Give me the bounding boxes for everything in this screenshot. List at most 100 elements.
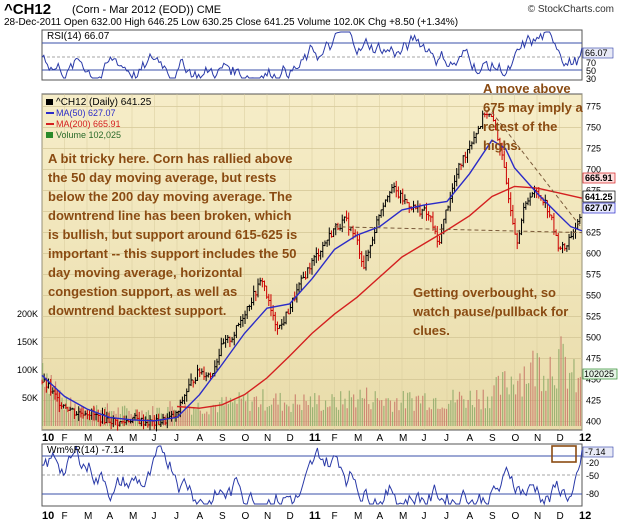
volume-bar: [355, 407, 357, 426]
volume-bar: [83, 413, 85, 426]
price-badges: 665.91 641.25 627.07 102025: [582, 172, 618, 380]
volume-bar: [538, 357, 540, 426]
volume-bar: [106, 403, 108, 426]
volume-bar: [458, 391, 461, 426]
volume-bar: [577, 377, 579, 426]
volume-bar: [234, 400, 236, 426]
volume-bar: [253, 396, 255, 426]
volume-bar: [506, 387, 508, 426]
volume-bar: [350, 397, 353, 426]
volume-bar: [175, 413, 178, 426]
x-axis-label: F: [332, 511, 338, 522]
x-axis-label: J: [174, 433, 179, 444]
x-axis-label: D: [557, 511, 564, 522]
volume-bar: [469, 390, 471, 426]
volume-bar: [536, 353, 538, 426]
volume-bar: [448, 403, 450, 426]
volume-bar: [560, 336, 562, 426]
ma200-badge: 665.91: [585, 173, 613, 183]
volume-bar: [221, 397, 223, 426]
volume-bar: [368, 404, 370, 426]
volume-bar: [288, 406, 290, 426]
volume-bar: [52, 391, 54, 426]
volume-bar: [543, 375, 545, 426]
x-axis-label: 10: [42, 510, 54, 522]
x-axis-label: A: [377, 511, 384, 522]
volume-bar: [152, 406, 154, 426]
price-stats: 28-Dec-2011 Open 632.00 High 646.25 Low …: [4, 17, 459, 28]
volume-bar: [424, 393, 426, 426]
volume-bar: [484, 408, 486, 426]
volume-bar: [281, 410, 283, 426]
volume-bar: [575, 392, 577, 426]
x-axis-label: F: [332, 433, 338, 444]
volume-bar: [437, 408, 439, 426]
ma50-badge-bg: [582, 202, 616, 214]
volume-bar: [521, 396, 523, 426]
volume-bar: [383, 405, 385, 426]
wm-r-line: [41, 445, 583, 506]
x-axis-label: M: [129, 433, 137, 444]
x-axis-label: F: [62, 511, 68, 522]
volume-bar: [314, 393, 316, 426]
x-axis-label: M: [354, 433, 362, 444]
volume-bar: [290, 411, 292, 426]
volume-bar: [430, 409, 432, 426]
stockcharts-watermark: © StockCharts.com: [527, 4, 614, 15]
chart-header: ^CH12 (Corn - Mar 2012 (EOD)) CME © Stoc…: [4, 1, 616, 29]
x-axis-label: 11: [309, 432, 321, 444]
price-tick-label: 475: [586, 354, 601, 364]
volume-bar: [63, 409, 65, 426]
x-axis-label: A: [107, 511, 114, 522]
volume-bar: [80, 406, 83, 426]
volume-bar: [78, 407, 80, 426]
volume-bar: [324, 400, 327, 426]
volume-bar: [305, 401, 307, 426]
x-axis-label: 12: [579, 510, 591, 522]
volume-bar: [456, 399, 458, 426]
price-tick-label: 450: [586, 375, 601, 385]
volume-bar: [229, 397, 232, 426]
volume-bar: [72, 407, 74, 426]
volume-bar: [579, 376, 582, 426]
wm-r-tick-50: -50: [586, 471, 599, 481]
volume-bar: [540, 391, 543, 426]
volume-bar: [441, 407, 443, 426]
x-axis-label: M: [84, 511, 92, 522]
volume-bar: [422, 395, 424, 426]
volume-bar: [225, 396, 227, 426]
volume-bar: [50, 374, 52, 426]
volume-bar: [199, 410, 201, 426]
volume-bar: [331, 394, 333, 426]
volume-bar: [191, 414, 193, 426]
volume-bar: [340, 391, 342, 426]
rsi-panel-bg: [41, 29, 583, 81]
price-tick-label: 575: [586, 270, 601, 280]
volume-bar: [566, 388, 569, 426]
volume-bar: [413, 410, 415, 426]
x-axis-bottom: 10 F M A M J J A S O N D 11 F M A M J J A S O N D 12: [42, 510, 591, 522]
volume-bar: [353, 394, 355, 426]
volume-bar: [461, 395, 463, 426]
legend-volume: Volume 102,025: [56, 130, 121, 140]
volume-bar: [553, 385, 556, 426]
volume-bar: [497, 375, 499, 426]
wm-r-label: Wm%R(14) -7.14: [47, 445, 125, 456]
x-axis-label: J: [422, 511, 427, 522]
volume-bar: [178, 409, 180, 426]
volume-bar: [394, 401, 396, 426]
price-tick-label: 675: [586, 186, 601, 196]
volume-bar: [255, 396, 258, 426]
x-axis-label: D: [287, 433, 294, 444]
price-tick-label: 525: [586, 312, 601, 322]
annotation-overbought: Getting overbought, so watch pause/pullb…: [413, 285, 569, 338]
x-axis-label: S: [219, 433, 226, 444]
volume-bar: [303, 394, 305, 426]
volume-bar: [195, 409, 197, 426]
volume-bar: [445, 408, 448, 426]
price-tick-label: 725: [586, 144, 601, 154]
x-axis-label: J: [444, 511, 449, 522]
volume-bar: [404, 408, 407, 426]
ma50-line: [41, 139, 583, 422]
volume-bar: [534, 386, 536, 426]
